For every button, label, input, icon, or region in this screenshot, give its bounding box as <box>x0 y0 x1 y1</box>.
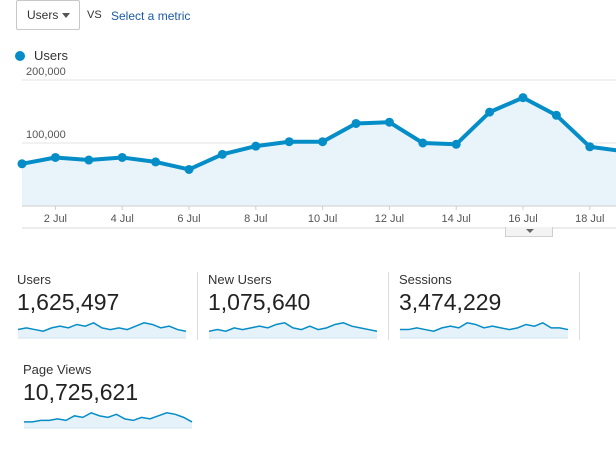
users-data-point <box>84 155 94 165</box>
users-line-chart: 200,000 100,000 2 Jul 4 Jul 6 Jul 8 Jul 10 Jul… <box>17 66 616 229</box>
triangle-down-icon <box>526 229 534 233</box>
chart-collapse-toggle[interactable] <box>505 227 553 237</box>
scorecard-sessions-sparkline <box>400 321 569 339</box>
users-data-point <box>251 141 261 151</box>
scorecard-users-sparkline <box>18 321 187 339</box>
x-tick-label: 18 Jul <box>575 213 604 225</box>
scorecard-sessions-name: Sessions <box>399 272 452 287</box>
sparkline-area <box>400 322 568 338</box>
metric-select-value: Users <box>27 8 59 22</box>
users-data-point <box>117 152 127 162</box>
users-data-point <box>50 152 60 162</box>
scorecard-sessions[interactable]: Sessions 3,474,229 <box>399 272 575 342</box>
legend-dot-icon <box>15 50 25 61</box>
card-divider <box>388 272 389 340</box>
users-data-point <box>518 93 528 103</box>
x-tick-label: 8 Jul <box>244 213 267 225</box>
scorecard-sessions-value: 3,474,229 <box>399 289 502 315</box>
legend-label-users: Users <box>34 48 68 63</box>
users-data-point <box>318 137 328 147</box>
sparkline-area <box>18 322 186 338</box>
users-data-point <box>451 139 461 149</box>
x-tick-label: 16 Jul <box>508 213 537 225</box>
sparkline-area <box>24 412 192 428</box>
x-tick-label: 14 Jul <box>442 213 471 225</box>
x-tick-label: 2 Jul <box>44 213 67 225</box>
metric-select[interactable]: Users <box>16 0 80 30</box>
users-data-point <box>351 118 361 128</box>
scorecard-new-users-name: New Users <box>208 272 272 287</box>
caret-down-icon <box>62 13 70 18</box>
sparkline-line <box>209 322 378 333</box>
y-tick-label: 200,000 <box>26 66 66 78</box>
x-tick-label: 4 Jul <box>111 213 134 225</box>
scorecard-page-views-value: 10,725,621 <box>23 379 139 405</box>
scorecard-users-name: Users <box>17 272 51 287</box>
sparkline-line <box>400 321 569 333</box>
users-data-point <box>585 142 595 152</box>
users-data-point <box>17 159 27 169</box>
scorecard-page-views[interactable]: Page Views 10,725,621 <box>23 362 199 432</box>
x-tick-label: 12 Jul <box>375 213 404 225</box>
users-data-point <box>418 138 428 148</box>
chart-legend: Users <box>15 48 68 63</box>
x-tick-label: 6 Jul <box>177 213 200 225</box>
sparkline-line <box>18 321 187 333</box>
sparkline-area <box>209 322 377 338</box>
y-tick-label: 100,000 <box>26 129 66 141</box>
users-data-point <box>151 157 161 167</box>
scorecard-page-views-name: Page Views <box>23 362 92 377</box>
users-series-area <box>22 97 616 206</box>
scorecard-new-users-value: 1,075,640 <box>208 289 311 315</box>
scorecard-page-views-sparkline <box>24 411 193 429</box>
sparkline-line <box>24 411 193 423</box>
users-data-point <box>485 107 495 117</box>
select-metric-link[interactable]: Select a metric <box>111 9 191 23</box>
x-tick-label: 10 Jul <box>308 213 337 225</box>
users-data-point <box>284 137 294 147</box>
users-data-point <box>551 110 561 120</box>
users-data-point <box>217 149 227 159</box>
scorecard-new-users-sparkline <box>209 322 378 339</box>
card-divider <box>579 272 580 340</box>
users-data-point <box>184 164 194 174</box>
vs-label: VS <box>87 9 102 21</box>
scorecard-users[interactable]: Users 1,625,497 <box>17 272 193 342</box>
scorecard-users-value: 1,625,497 <box>17 289 120 315</box>
scorecard-new-users[interactable]: New Users 1,075,640 <box>208 272 384 342</box>
card-divider <box>197 272 198 340</box>
users-data-point <box>384 117 394 127</box>
